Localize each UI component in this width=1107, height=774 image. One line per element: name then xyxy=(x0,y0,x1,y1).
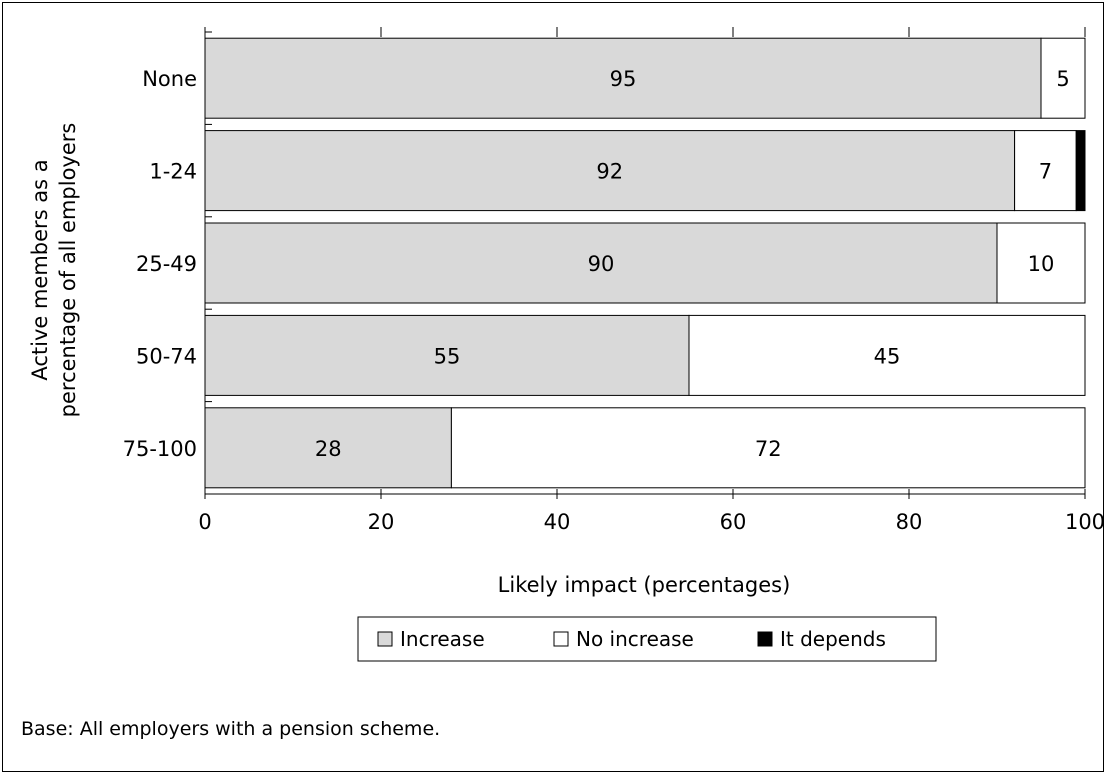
y-axis-title-line-1: Active members as a xyxy=(28,159,52,380)
data-label-1-24-no-increase: 7 xyxy=(1039,160,1052,184)
x-tick-label: 40 xyxy=(544,510,571,534)
x-tick-label: 80 xyxy=(896,510,923,534)
bar-None-increase xyxy=(204,37,1042,119)
y-tick-label: 50-74 xyxy=(136,344,197,368)
x-tick-label: 100 xyxy=(1065,510,1105,534)
bar-75-100-no-increase xyxy=(450,407,1086,489)
legend-swatch-it-depends xyxy=(757,631,773,647)
legend-label-it-depends: It depends xyxy=(780,627,886,651)
data-label-25-49-no-increase: 10 xyxy=(1028,252,1055,276)
legend-label-increase: Increase xyxy=(400,627,485,651)
legend-swatch-increase xyxy=(377,631,393,647)
y-tick-label: None xyxy=(142,67,197,91)
bar-25-49-increase xyxy=(204,222,998,304)
legend: Increase No increase It depends xyxy=(357,616,937,662)
x-axis-title: Likely impact (percentages) xyxy=(498,573,791,597)
bar-1-24-no-increase xyxy=(1014,130,1077,212)
data-label-50-74-increase: 55 xyxy=(434,344,461,368)
x-tick-label: 0 xyxy=(198,510,211,534)
base-note: Base: All employers with a pension schem… xyxy=(21,718,441,740)
y-tick-label: 1-24 xyxy=(149,160,197,184)
legend-swatch-no-increase xyxy=(553,631,569,647)
plot-area: 95 5 None 92 7 1-24 90 10 25-49 55 45 50-74 28 72 75-1… xyxy=(123,27,1105,534)
y-axis-title: Active members as a percentage of all em… xyxy=(28,123,80,418)
data-label-None-no-increase: 5 xyxy=(1056,67,1069,91)
bar-None-no-increase xyxy=(1040,37,1086,119)
data-label-25-49-increase: 90 xyxy=(588,252,615,276)
stacked-bar-chart: 95 5 None 92 7 1-24 90 10 25-49 55 45 50-74 28 72 75-1… xyxy=(28,27,1105,662)
legend-label-no-increase: No increase xyxy=(576,627,694,651)
y-tick-label: 75-100 xyxy=(123,437,197,461)
bar-50-74-no-increase xyxy=(688,314,1086,396)
bar-1-24-increase xyxy=(204,130,1016,212)
y-tick-label: 25-49 xyxy=(136,252,197,276)
data-label-75-100-increase: 28 xyxy=(315,437,342,461)
data-label-75-100-no-increase: 72 xyxy=(755,437,782,461)
x-tick-label: 60 xyxy=(720,510,747,534)
bar-50-74-increase xyxy=(204,314,690,396)
legend-box xyxy=(357,616,937,662)
x-tick-label: 20 xyxy=(368,510,395,534)
data-label-50-74-no-increase: 45 xyxy=(874,344,901,368)
bar-1-24-it-depends xyxy=(1075,130,1086,212)
bar-25-49-no-increase xyxy=(996,222,1086,304)
data-label-1-24-increase: 92 xyxy=(596,160,623,184)
y-axis-title-line-2: percentage of all employers xyxy=(56,123,80,418)
data-label-None-increase: 95 xyxy=(610,67,637,91)
